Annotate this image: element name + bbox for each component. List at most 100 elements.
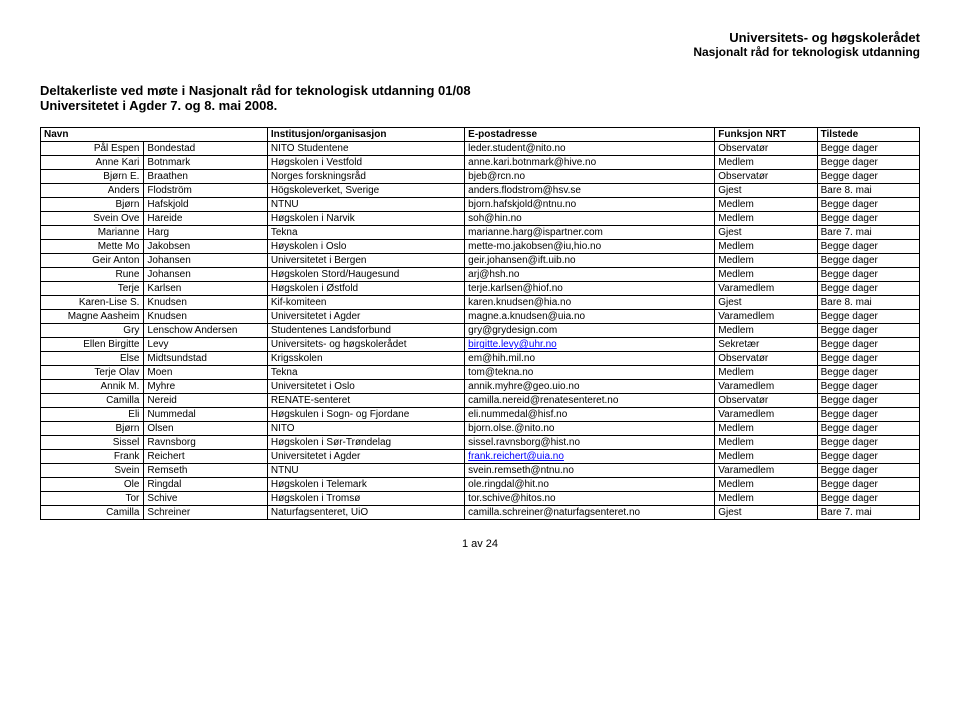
cell-lastname: Jakobsen [144,240,267,254]
cell-lastname: Schreiner [144,506,267,520]
cell-lastname: Reichert [144,450,267,464]
cell-email: tor.schive@hitos.no [465,492,715,506]
cell-institution: Høgskolen Stord/Haugesund [267,268,464,282]
table-row: CamillaNereidRENATE-senteretcamilla.nere… [41,394,920,408]
table-row: TorSchiveHøgskolen i Tromsøtor.schive@hi… [41,492,920,506]
cell-function: Medlem [715,422,817,436]
table-row: TerjeKarlsenHøgskolen i Østfoldterje.kar… [41,282,920,296]
table-row: AndersFlodströmHögskoleverket, Sverigean… [41,184,920,198]
col-email: E-postadresse [465,128,715,142]
cell-institution: Tekna [267,366,464,380]
cell-institution: RENATE-senteret [267,394,464,408]
cell-lastname: Moen [144,366,267,380]
table-row: OleRingdalHøgskolen i Telemarkole.ringda… [41,478,920,492]
participant-table: Navn Institusjon/organisasjon E-postadre… [40,127,920,520]
cell-tilstede: Bare 7. mai [817,226,919,240]
cell-lastname: Nereid [144,394,267,408]
cell-function: Medlem [715,198,817,212]
cell-email: annik.myhre@geo.uio.no [465,380,715,394]
cell-function: Medlem [715,478,817,492]
cell-function: Gjest [715,506,817,520]
cell-email: arj@hsh.no [465,268,715,282]
cell-function: Varamedlem [715,282,817,296]
cell-tilstede: Begge dager [817,394,919,408]
cell-email: bjeb@rcn.no [465,170,715,184]
cell-firstname: Magne Aasheim [41,310,144,324]
cell-firstname: Svein Ove [41,212,144,226]
cell-email: camilla.schreiner@naturfagsenteret.no [465,506,715,520]
cell-email: soh@hin.no [465,212,715,226]
cell-function: Medlem [715,156,817,170]
cell-tilstede: Begge dager [817,436,919,450]
table-row: SveinRemsethNTNUsvein.remseth@ntnu.noVar… [41,464,920,478]
cell-tilstede: Bare 7. mai [817,506,919,520]
cell-tilstede: Begge dager [817,408,919,422]
cell-firstname: Sissel [41,436,144,450]
table-row: FrankReichertUniversitetet i Agderfrank.… [41,450,920,464]
cell-tilstede: Begge dager [817,310,919,324]
table-row: Anne KariBotnmarkHøgskolen i Vestfoldann… [41,156,920,170]
cell-tilstede: Begge dager [817,156,919,170]
table-row: Magne AasheimKnudsenUniversitetet i Agde… [41,310,920,324]
cell-firstname: Camilla [41,506,144,520]
email-link[interactable]: birgitte.levy@uhr.no [468,339,557,350]
col-tilstede: Tilstede [817,128,919,142]
table-row: RuneJohansenHøgskolen Stord/Haugesundarj… [41,268,920,282]
cell-lastname: Levy [144,338,267,352]
table-row: CamillaSchreinerNaturfagsenteret, UiOcam… [41,506,920,520]
cell-email: anders.flodstrom@hsv.se [465,184,715,198]
table-row: SisselRavnsborgHøgskolen i Sør-Trøndelag… [41,436,920,450]
cell-institution: Studentenes Landsforbund [267,324,464,338]
cell-firstname: Geir Anton [41,254,144,268]
cell-firstname: Annik M. [41,380,144,394]
table-row: BjørnHafskjoldNTNUbjorn.hafskjold@ntnu.n… [41,198,920,212]
cell-firstname: Mette Mo [41,240,144,254]
table-row: Ellen BirgitteLevyUniversitets- og høgsk… [41,338,920,352]
cell-institution: Høgskolen i Narvik [267,212,464,226]
table-row: MarianneHargTeknamarianne.harg@ispartner… [41,226,920,240]
cell-institution: Høgskolen i Telemark [267,478,464,492]
cell-email: frank.reichert@uia.no [465,450,715,464]
cell-institution: NTNU [267,198,464,212]
page-title-line2: Universitetet i Agder 7. og 8. mai 2008. [40,98,920,113]
cell-institution: NITO Studentene [267,142,464,156]
table-header-row: Navn Institusjon/organisasjon E-postadre… [41,128,920,142]
cell-lastname: Harg [144,226,267,240]
cell-firstname: Camilla [41,394,144,408]
cell-institution: Universitetet i Agder [267,310,464,324]
cell-lastname: Hafskjold [144,198,267,212]
cell-firstname: Ole [41,478,144,492]
table-row: ElseMidtsundstadKrigsskolenem@hih.mil.no… [41,352,920,366]
cell-email: terje.karlsen@hiof.no [465,282,715,296]
cell-tilstede: Begge dager [817,254,919,268]
cell-institution: Høgskolen i Vestfold [267,156,464,170]
table-row: Svein OveHareideHøgskolen i Narviksoh@hi… [41,212,920,226]
cell-institution: Universitetet i Bergen [267,254,464,268]
cell-email: anne.kari.botnmark@hive.no [465,156,715,170]
cell-email: magne.a.knudsen@uia.no [465,310,715,324]
cell-function: Varamedlem [715,408,817,422]
cell-function: Observatør [715,394,817,408]
table-row: BjørnOlsenNITObjorn.olse.@nito.noMedlemB… [41,422,920,436]
cell-institution: Høgskolen i Tromsø [267,492,464,506]
cell-email: marianne.harg@ispartner.com [465,226,715,240]
cell-email: mette-mo.jakobsen@iu,hio.no [465,240,715,254]
cell-function: Gjest [715,226,817,240]
cell-institution: Naturfagsenteret, UiO [267,506,464,520]
cell-lastname: Schive [144,492,267,506]
cell-tilstede: Begge dager [817,198,919,212]
cell-firstname: Frank [41,450,144,464]
cell-lastname: Nummedal [144,408,267,422]
cell-function: Medlem [715,492,817,506]
cell-function: Varamedlem [715,464,817,478]
cell-firstname: Bjørn [41,422,144,436]
cell-lastname: Lenschow Andersen [144,324,267,338]
cell-tilstede: Begge dager [817,268,919,282]
cell-tilstede: Begge dager [817,478,919,492]
cell-function: Medlem [715,324,817,338]
cell-email: bjorn.hafskjold@ntnu.no [465,198,715,212]
cell-tilstede: Begge dager [817,282,919,296]
email-link[interactable]: frank.reichert@uia.no [468,451,564,462]
cell-tilstede: Begge dager [817,212,919,226]
cell-email: svein.remseth@ntnu.no [465,464,715,478]
